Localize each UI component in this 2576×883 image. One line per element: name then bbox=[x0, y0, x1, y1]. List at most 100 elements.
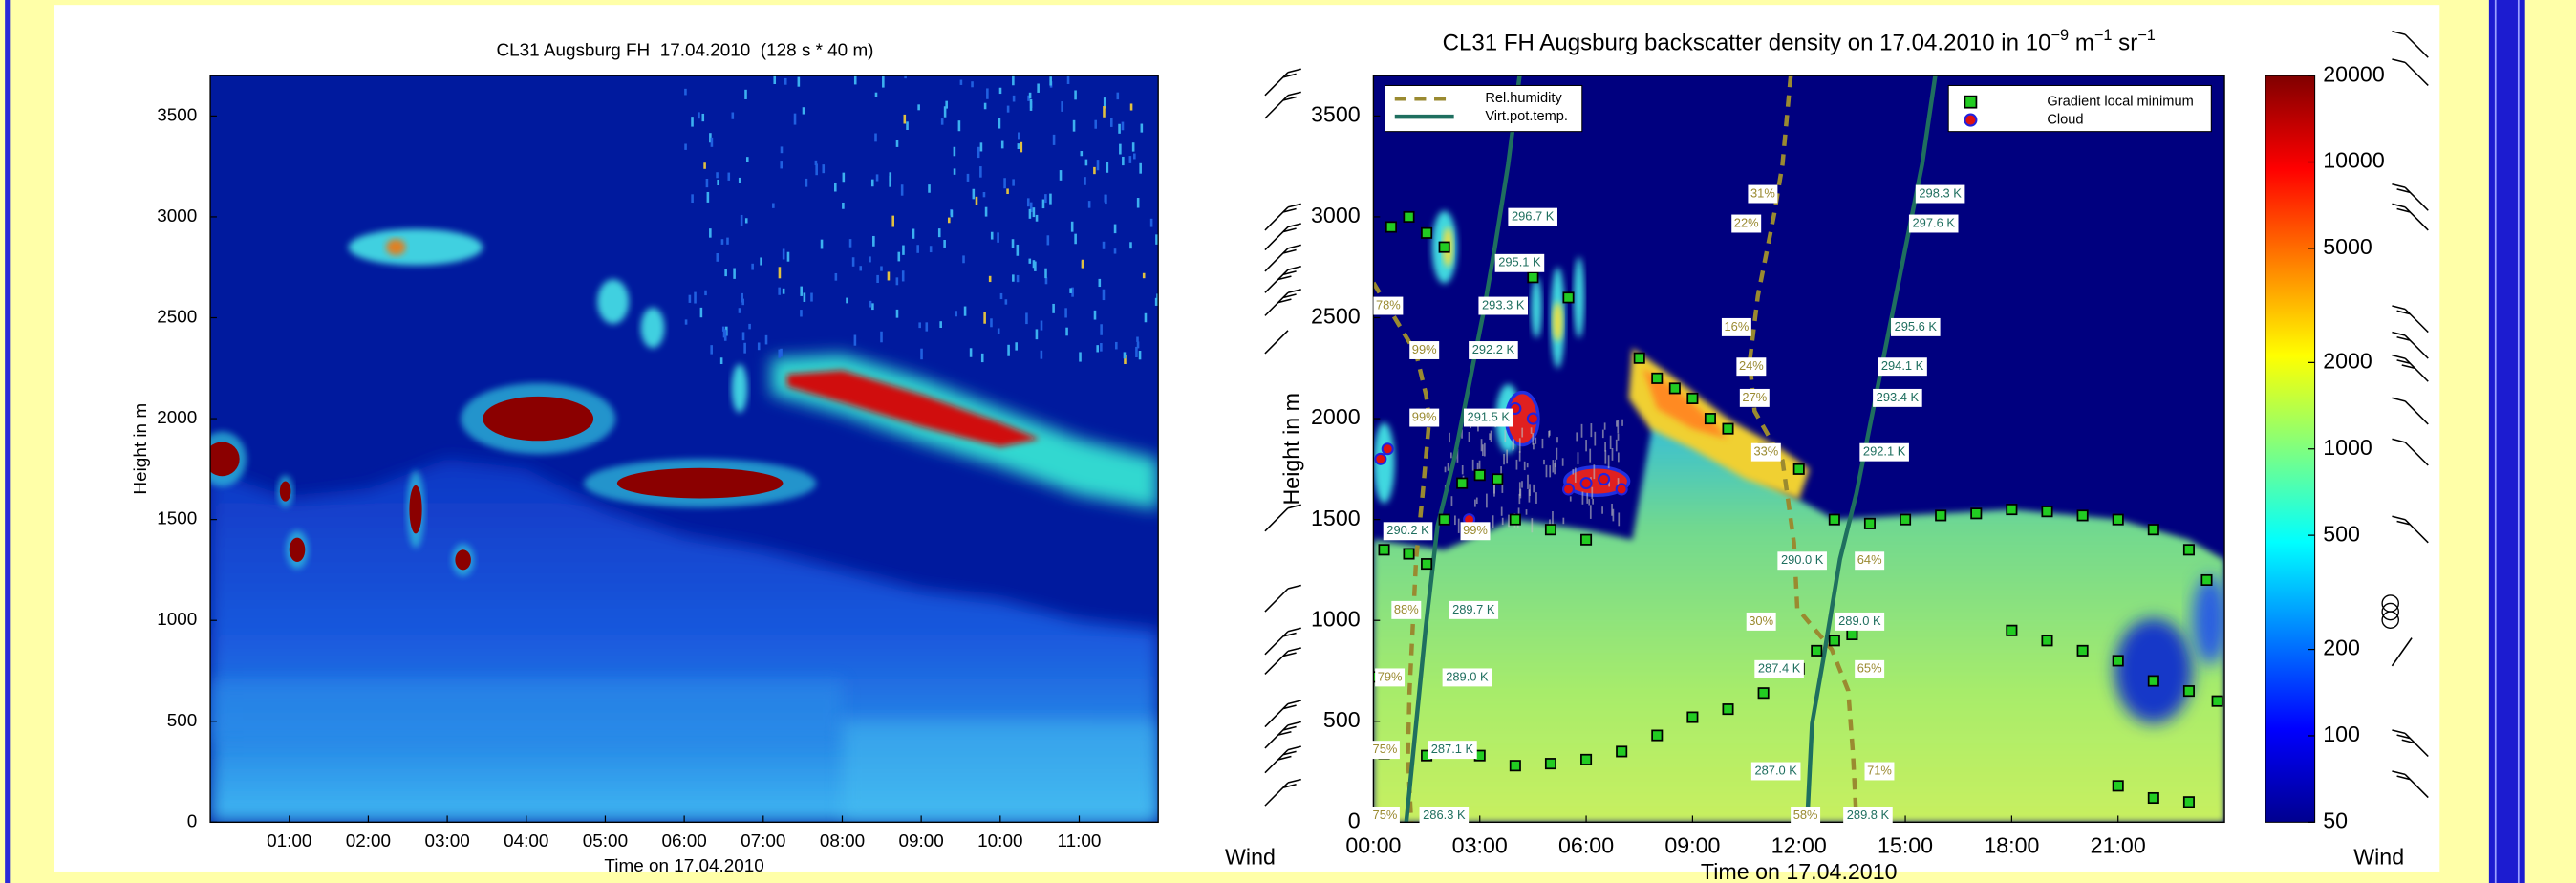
wind-barb bbox=[2392, 397, 2429, 425]
noise-speck bbox=[1618, 512, 1621, 527]
wind-label: Wind bbox=[1225, 844, 1276, 869]
gradient-minimum-marker bbox=[1668, 382, 1681, 395]
noise-speck bbox=[912, 228, 915, 239]
noise-speck bbox=[972, 188, 976, 200]
gradient-minimum-marker bbox=[2211, 695, 2223, 707]
noise-speck bbox=[1144, 312, 1148, 323]
noise-speck bbox=[1508, 514, 1510, 528]
gradient-minimum-marker bbox=[1633, 352, 1645, 364]
noise-speck bbox=[834, 182, 837, 192]
noise-speck bbox=[1552, 460, 1555, 473]
noise-speck bbox=[716, 252, 719, 262]
noise-speck bbox=[1012, 75, 1015, 86]
noise-speck bbox=[800, 286, 803, 296]
legend-box bbox=[1947, 84, 2212, 133]
calm-wind bbox=[2381, 602, 2399, 621]
noise-speck bbox=[1576, 432, 1578, 442]
gradient-minimum-marker bbox=[1863, 517, 1876, 529]
y-tick-label: 2000 bbox=[157, 408, 197, 428]
temperature-label: 292.1 K bbox=[1863, 444, 1906, 459]
noise-speck bbox=[900, 184, 904, 196]
gradient-minimum-marker bbox=[1403, 548, 1415, 560]
label-box bbox=[1463, 408, 1513, 427]
cloud-edge bbox=[1563, 465, 1631, 498]
noise-speck bbox=[834, 272, 838, 281]
y-tick-label: 3500 bbox=[157, 105, 197, 125]
noise-speck bbox=[699, 307, 703, 318]
noise-speck bbox=[988, 275, 992, 283]
noise-speck bbox=[940, 118, 944, 125]
noise-speck bbox=[962, 255, 965, 264]
noise-speck bbox=[738, 308, 741, 313]
wind-barb bbox=[2392, 203, 2429, 231]
noise-speck bbox=[1040, 320, 1043, 331]
humidity-label: 79% bbox=[1378, 669, 1403, 683]
gradient-minimum-marker bbox=[1722, 422, 1734, 435]
title-part: m bbox=[2069, 31, 2094, 56]
wind-label: Wind bbox=[2353, 844, 2404, 869]
gradient-minimum-marker bbox=[2041, 506, 2053, 518]
noise-speck bbox=[1046, 235, 1050, 246]
noise-speck bbox=[1049, 193, 1052, 205]
noise-speck bbox=[1526, 463, 1529, 468]
noise-speck bbox=[1518, 493, 1521, 505]
gradient-minimum-marker bbox=[2182, 796, 2195, 808]
gradient-minimum-marker bbox=[1544, 758, 1556, 770]
humidity-label: 75% bbox=[1373, 742, 1398, 756]
noise-speck bbox=[1468, 431, 1470, 442]
noise-speck bbox=[1052, 303, 1055, 313]
noise-speck bbox=[998, 87, 1002, 95]
noise-speck bbox=[990, 231, 994, 240]
gradient-minimum-marker bbox=[2076, 509, 2089, 522]
y-tick-label: 0 bbox=[187, 811, 198, 831]
noise-speck bbox=[1061, 101, 1063, 112]
noise-speck bbox=[1461, 465, 1464, 475]
noise-speck bbox=[1096, 160, 1100, 171]
noise-speck bbox=[706, 191, 710, 203]
wind-barb bbox=[2392, 183, 2429, 211]
noise-speck bbox=[741, 292, 744, 303]
temperature-label: 289.8 K bbox=[1847, 808, 1890, 822]
noise-speck bbox=[1118, 123, 1121, 134]
noise-speck bbox=[720, 239, 724, 245]
noise-speck bbox=[1535, 437, 1537, 444]
noise-speck bbox=[1480, 439, 1483, 452]
temperature-label: 289.0 K bbox=[1838, 614, 1881, 628]
x-tick-label: 21:00 bbox=[2091, 832, 2146, 857]
noise-speck bbox=[760, 257, 762, 266]
wind-barb bbox=[2392, 305, 2429, 334]
noise-speck bbox=[1601, 429, 1604, 439]
noise-speck bbox=[1616, 420, 1618, 427]
title-part: sr bbox=[2112, 31, 2137, 56]
noise-speck bbox=[1018, 132, 1020, 140]
wind-barb bbox=[2392, 331, 2429, 359]
noise-speck bbox=[1102, 289, 1106, 301]
noise-speck bbox=[1080, 151, 1084, 157]
label-box bbox=[1419, 806, 1470, 825]
noise-speck bbox=[980, 353, 984, 363]
noise-speck bbox=[745, 157, 749, 162]
x-tick-label: 09:00 bbox=[1664, 832, 1720, 857]
noise-speck bbox=[1136, 336, 1139, 342]
cloud-marker bbox=[1561, 483, 1576, 496]
temperature-label: 297.6 K bbox=[1913, 215, 1956, 229]
cloud-base bbox=[210, 442, 240, 477]
cloud-base bbox=[279, 481, 291, 502]
gradient-minimum-marker bbox=[2112, 780, 2124, 792]
noise-speck bbox=[1500, 506, 1503, 516]
noise-speck bbox=[1478, 460, 1481, 469]
cloud-patch bbox=[640, 307, 665, 349]
colorbar-tick-label: 10000 bbox=[2323, 148, 2385, 173]
label-box bbox=[1391, 600, 1422, 619]
noise-speck bbox=[984, 206, 988, 217]
temperature-label: 286.3 K bbox=[1423, 808, 1466, 822]
noise-speck bbox=[1604, 450, 1607, 464]
noise-speck bbox=[724, 269, 727, 277]
colorbar-tick-label: 50 bbox=[2323, 808, 2348, 832]
noise-speck bbox=[1531, 518, 1534, 533]
noise-speck bbox=[1601, 506, 1603, 514]
noise-speck bbox=[950, 209, 954, 218]
noise-speck bbox=[889, 176, 891, 187]
noise-speck bbox=[1136, 341, 1140, 349]
noise-speck bbox=[842, 202, 845, 209]
